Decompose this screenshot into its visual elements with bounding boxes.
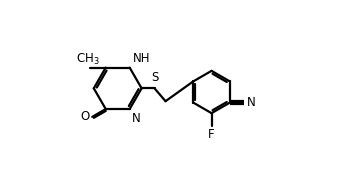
Text: O: O	[81, 110, 90, 123]
Text: F: F	[208, 128, 215, 141]
Text: N: N	[131, 112, 140, 125]
Text: S: S	[151, 71, 158, 84]
Text: CH$_3$: CH$_3$	[76, 52, 100, 67]
Text: NH: NH	[132, 52, 150, 65]
Text: N: N	[246, 96, 255, 109]
